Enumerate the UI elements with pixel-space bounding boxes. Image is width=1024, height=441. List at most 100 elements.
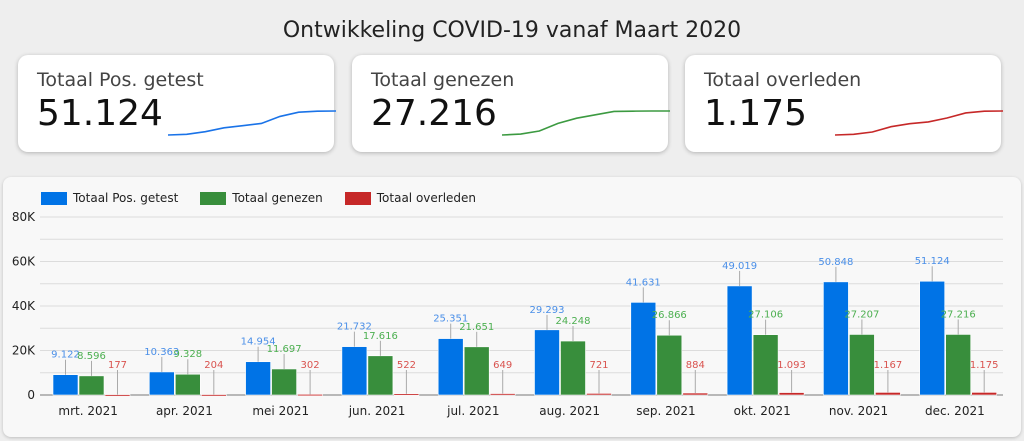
bar: [271, 368, 297, 396]
card-positive: Totaal Pos. getest 51.124: [18, 55, 337, 152]
bar: [367, 355, 394, 396]
data-label: 27.207: [844, 309, 879, 320]
x-tick-label: mrt. 2021: [58, 404, 118, 418]
data-label: 302: [301, 360, 320, 371]
legend: Totaal Pos. getest Totaal genezen Totaal…: [41, 191, 476, 205]
bar: [971, 392, 998, 396]
sparkline-line: [167, 110, 337, 136]
data-label: 1.175: [970, 360, 999, 371]
bar: [104, 394, 131, 397]
legend-swatch: [344, 191, 371, 205]
bar: [489, 393, 516, 396]
sparkline: [167, 110, 337, 136]
data-label: 522: [397, 360, 416, 371]
data-label: 17.616: [363, 331, 398, 342]
legend-label: Totaal overleden: [376, 191, 477, 205]
bar: [437, 338, 464, 396]
bar: [463, 346, 490, 396]
bar: [534, 329, 560, 396]
data-label: 884: [686, 360, 705, 371]
legend-item[interactable]: Totaal genezen: [200, 191, 323, 205]
bar: [52, 374, 79, 396]
card-value: 51.124: [37, 93, 163, 134]
data-label: 24.248: [556, 316, 591, 327]
data-label: 26.866: [652, 310, 687, 321]
data-label: 10.363: [144, 347, 179, 358]
x-tick-label: nov. 2021: [829, 404, 888, 418]
sparkline-line: [834, 110, 1004, 136]
bar: [875, 392, 901, 396]
bar: [297, 394, 323, 397]
card-recovered: Totaal genezen 27.216: [352, 55, 671, 152]
x-tick-label: dec. 2021: [925, 404, 985, 418]
bar: [201, 394, 227, 397]
data-label: 9.328: [173, 349, 202, 360]
x-tick-label: jun. 2021: [348, 404, 406, 418]
card-label: Totaal genezen: [371, 69, 515, 91]
data-label: 51.124: [915, 256, 950, 267]
bar: [945, 334, 972, 396]
data-label: 14.954: [241, 337, 276, 348]
x-tick-label: apr. 2021: [156, 404, 213, 418]
y-tick-label: 20K: [12, 344, 36, 358]
data-label: 50.848: [818, 257, 853, 268]
data-label: 41.631: [626, 277, 661, 288]
card-value: 27.216: [371, 93, 497, 134]
sparkline-line: [501, 110, 671, 136]
bar: [78, 375, 105, 396]
x-tick-label: jul. 2021: [446, 404, 499, 418]
data-label: 49.019: [722, 261, 757, 272]
bar: [682, 392, 709, 396]
bar: [726, 285, 753, 396]
legend-swatch: [41, 191, 67, 205]
card-label: Totaal overleden: [704, 69, 862, 91]
card-deceased: Totaal overleden 1.175: [685, 55, 1004, 152]
data-label: 1.093: [777, 360, 806, 371]
bar: [849, 334, 875, 396]
legend-label: Totaal Pos. getest: [73, 191, 179, 205]
bar: [919, 280, 946, 396]
bar: [245, 361, 271, 396]
y-tick-label: 60K: [12, 255, 36, 269]
y-tick-label: 0: [27, 388, 35, 402]
bar: [823, 281, 849, 396]
bar: [149, 371, 175, 396]
bar: [586, 393, 612, 396]
data-label: 8.596: [77, 351, 106, 362]
x-tick-label: okt. 2021: [734, 404, 791, 418]
data-label: 27.106: [748, 310, 783, 321]
data-label: 27.216: [941, 309, 976, 320]
bar: [175, 373, 201, 396]
data-label: 649: [493, 360, 512, 371]
card-label: Totaal Pos. getest: [37, 69, 204, 91]
bar: [393, 393, 420, 396]
bar: [752, 334, 779, 396]
data-label: 11.697: [267, 344, 302, 355]
bar: [560, 340, 586, 396]
data-label: 25.351: [433, 314, 468, 325]
data-label: 9.122: [51, 350, 80, 361]
card-value: 1.175: [704, 93, 808, 134]
bar-chart-panel: 0 20K 40K 60K 80K 9.122 8.596 177 mrt. 2021 10.36…: [3, 177, 1021, 437]
legend-item[interactable]: Totaal overleden: [344, 191, 477, 205]
data-label: 1.167: [874, 360, 903, 371]
data-label: 721: [589, 360, 608, 371]
x-tick-label: sep. 2021: [636, 404, 695, 418]
data-label: 21.732: [337, 322, 372, 333]
x-tick-label: mei 2021: [252, 404, 309, 418]
sparkline: [834, 110, 1004, 136]
data-label: 29.293: [530, 305, 565, 316]
y-tick-label: 80K: [12, 210, 36, 224]
legend-swatch: [200, 191, 227, 205]
data-label: 204: [204, 360, 223, 371]
legend-label: Totaal genezen: [232, 191, 323, 205]
x-tick-label: aug. 2021: [539, 404, 600, 418]
legend-item[interactable]: Totaal Pos. getest: [41, 191, 178, 205]
bar: [341, 346, 368, 396]
page-title: Ontwikkeling COVID-19 vanaf Maart 2020: [282, 18, 742, 43]
data-label: 21.651: [459, 322, 494, 333]
data-label: 177: [108, 360, 127, 371]
sparkline: [501, 110, 671, 136]
bar: [656, 334, 683, 396]
